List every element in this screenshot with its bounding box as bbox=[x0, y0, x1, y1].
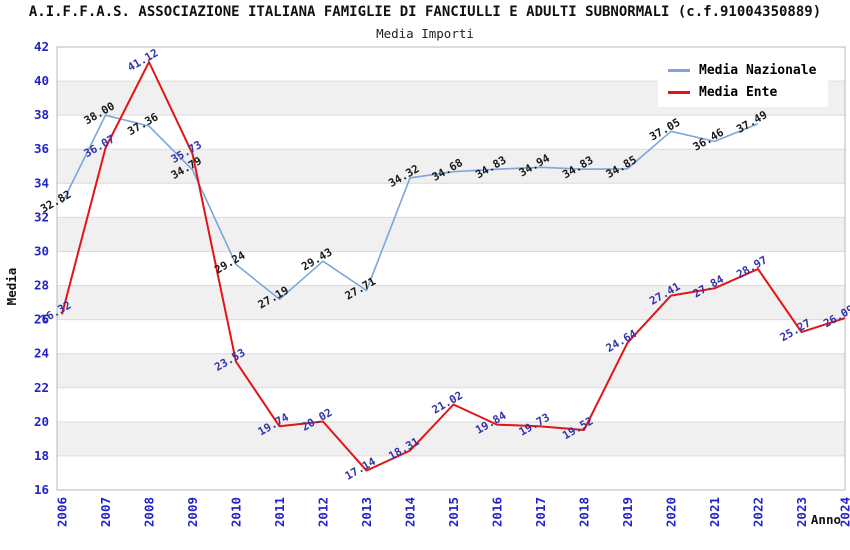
x-tick-label: 2021 bbox=[707, 497, 722, 527]
y-tick-label: 18 bbox=[34, 448, 49, 463]
plot-band bbox=[57, 387, 845, 422]
plot-band bbox=[57, 353, 845, 388]
plot-band bbox=[57, 115, 845, 150]
y-tick-label: 36 bbox=[34, 141, 49, 156]
y-tick-label: 16 bbox=[34, 482, 49, 497]
plot-band bbox=[57, 455, 845, 490]
legend-item-media-ente: Media Ente bbox=[668, 85, 816, 100]
plot-band bbox=[57, 251, 845, 286]
x-tick-label: 2020 bbox=[664, 497, 679, 527]
x-tick-label: 2006 bbox=[55, 497, 70, 527]
x-tick-label: 2019 bbox=[620, 497, 635, 527]
legend-item-media-nazionale: Media Nazionale bbox=[668, 63, 816, 78]
plot-border bbox=[56, 46, 846, 491]
legend-label: Media Ente bbox=[699, 85, 778, 100]
plot-band bbox=[57, 217, 845, 252]
x-tick-label: 2017 bbox=[533, 497, 548, 527]
y-tick-label: 30 bbox=[34, 243, 49, 258]
y-axis-title: Media bbox=[4, 268, 19, 306]
y-tick-label: 28 bbox=[34, 278, 49, 293]
y-tick-label: 42 bbox=[34, 39, 49, 54]
plot-band bbox=[57, 183, 845, 218]
y-tick-label: 32 bbox=[34, 209, 49, 224]
x-tick-label: 2012 bbox=[316, 497, 331, 527]
x-tick-label: 2013 bbox=[359, 497, 374, 527]
legend: Media Nazionale Media Ente bbox=[658, 56, 829, 107]
legend-label: Media Nazionale bbox=[699, 63, 817, 78]
media-nazionale-swatch-icon bbox=[668, 69, 690, 72]
x-tick-label: 2016 bbox=[490, 497, 505, 527]
series-line-media-nazionale bbox=[61, 114, 759, 301]
y-tick-label: 26 bbox=[34, 312, 49, 327]
x-tick-label: 2023 bbox=[794, 497, 809, 527]
y-tick-label: 40 bbox=[34, 73, 49, 88]
chart-title: A.I.F.F.A.S. ASSOCIAZIONE ITALIANA FAMIG… bbox=[28, 4, 822, 20]
plot-band bbox=[57, 285, 845, 320]
x-tick-label: 2011 bbox=[272, 497, 287, 527]
chart-subtitle: Media Importi bbox=[376, 26, 474, 41]
x-tick-label: 2008 bbox=[142, 497, 157, 527]
y-tick-label: 38 bbox=[34, 107, 49, 122]
y-tick-label: 24 bbox=[34, 346, 49, 361]
x-tick-label: 2022 bbox=[751, 497, 766, 527]
y-tick-label: 34 bbox=[34, 175, 49, 190]
x-axis-title: Anno bbox=[811, 512, 841, 527]
plot-band bbox=[57, 421, 845, 456]
x-tick-label: 2018 bbox=[577, 497, 592, 527]
x-tick-label: 2015 bbox=[446, 497, 461, 527]
media-ente-swatch-icon bbox=[668, 91, 690, 94]
x-tick-label: 2014 bbox=[403, 497, 418, 527]
y-tick-label: 22 bbox=[34, 380, 49, 395]
plot-band bbox=[57, 319, 845, 354]
x-tick-label: 2024 bbox=[838, 497, 850, 527]
y-tick-label: 20 bbox=[34, 414, 49, 429]
x-tick-label: 2009 bbox=[185, 497, 200, 527]
series-line-media-ente bbox=[61, 61, 846, 472]
x-tick-label: 2007 bbox=[98, 497, 113, 527]
x-tick-label: 2010 bbox=[229, 497, 244, 527]
